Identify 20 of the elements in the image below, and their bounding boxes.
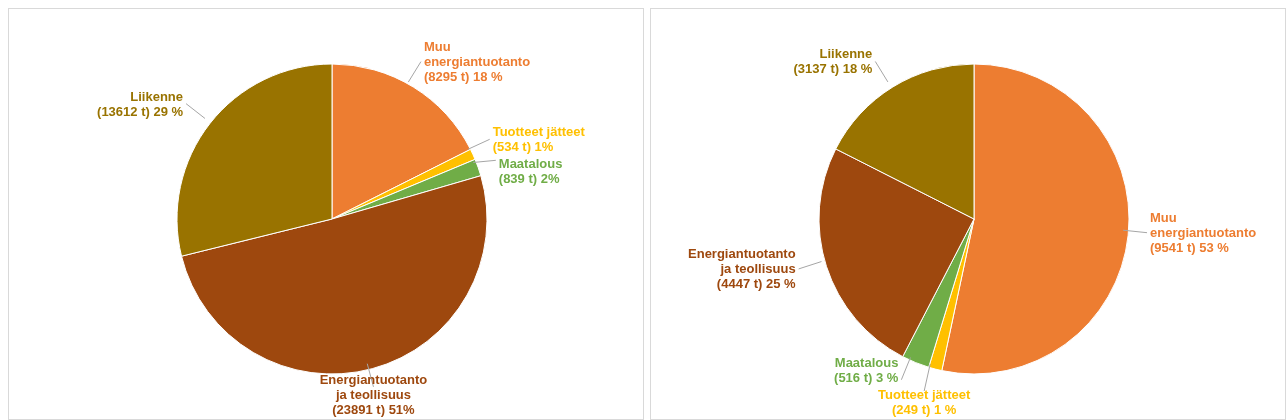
data-label: (516 t) 3 % <box>834 370 899 385</box>
slice-label: Tuotteet jätteet <box>492 124 586 140</box>
data-label: (23891 t) 51% <box>332 402 416 417</box>
data-label: (4447 t) 25 % <box>716 276 797 292</box>
slice-label: Energiantuotanto ja teollisuus <box>319 372 428 402</box>
data-label: (13612 t) 29 % <box>97 103 184 119</box>
slice-label: Liikenne <box>130 88 184 104</box>
slice-label: Maatalous <box>834 355 899 370</box>
slice-label: Energiantuotanto ja teollisuus <box>688 246 796 277</box>
data-label: (534 t) 1% <box>492 139 554 155</box>
data-label: (3137 t) 18 % <box>793 61 873 77</box>
slice-label: Muu energiantuotanto <box>1150 210 1257 241</box>
data-label: (839 t) 2% <box>498 171 560 187</box>
slice-label: Tuotteet jätteet <box>878 387 971 402</box>
data-label: (9541 t) 53 % <box>1150 240 1230 256</box>
data-label: (249 t) 1 % <box>892 402 957 417</box>
slice-label: Muu energiantuotanto <box>423 39 531 70</box>
slice-label: Liikenne <box>819 46 873 62</box>
slice-label: Maatalous <box>498 156 563 172</box>
data-label: (8295 t) 18 % <box>423 69 504 85</box>
